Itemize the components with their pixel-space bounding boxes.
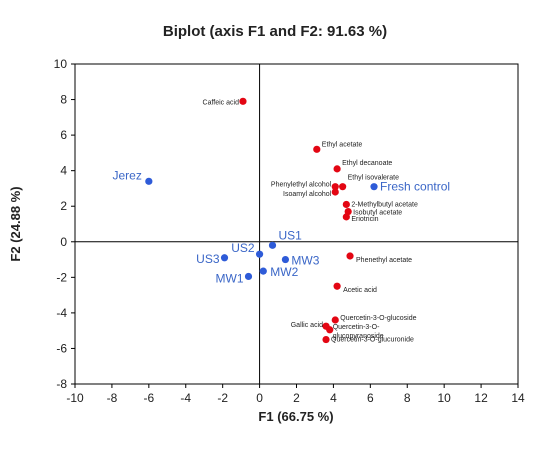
y-tick-label: 0	[60, 235, 67, 249]
variable-label: Eriotricin	[351, 216, 378, 223]
observation-point	[370, 183, 378, 191]
observation-label: MW2	[270, 265, 298, 279]
variable-label: Quercetin-3-O-glucopyranoside	[333, 324, 384, 340]
variable-point	[339, 183, 347, 191]
observation-point	[145, 177, 153, 185]
variable-point	[331, 316, 339, 324]
y-tick-label: -8	[56, 377, 67, 391]
x-tick-label: 2	[293, 391, 300, 405]
observation-point	[255, 250, 264, 258]
variable-label: Phenethyl acetate	[356, 257, 412, 264]
variable-point	[313, 145, 321, 153]
variable-label: Gallic acid	[291, 322, 323, 329]
variable-point	[346, 252, 354, 260]
variable-label: Phenylethyl alcohol	[271, 182, 332, 189]
y-tick-label: 2	[60, 199, 67, 213]
x-tick-label: 0	[256, 391, 263, 405]
x-tick-label: -2	[217, 391, 228, 405]
zero-axes	[75, 64, 518, 384]
observation-point	[244, 272, 253, 281]
variable-label: Isobutyl acetate	[353, 210, 402, 217]
variable-point	[342, 213, 350, 221]
x-tick-label: -4	[180, 391, 191, 405]
observation-label: Jerez	[112, 168, 141, 182]
variable-point	[326, 326, 334, 334]
observation-label: MW1	[216, 271, 244, 285]
x-axis-title: F1 (66.75 %)	[258, 409, 333, 424]
variable-point	[333, 282, 341, 290]
x-tick-label: -6	[143, 391, 154, 405]
observation-label: US2	[231, 241, 255, 255]
observation-label: MW3	[291, 254, 319, 268]
y-tick-label: 4	[60, 164, 67, 178]
y-axis-ticks: -8 -6 -4 -2 0 2 4 6 8 10	[54, 57, 75, 391]
y-tick-label: 10	[54, 57, 68, 71]
x-tick-label: -10	[66, 391, 84, 405]
variable-points: Caffeic acid Ethyl acetate Ethyl decanoate…	[203, 97, 418, 344]
variable-point	[331, 188, 339, 196]
variable-label: 2-Methylbutyl acetate	[351, 201, 418, 208]
observation-label: Fresh control	[380, 180, 450, 194]
variable-label: Ethyl decanoate	[342, 160, 392, 167]
x-tick-label: 8	[404, 391, 411, 405]
variable-label: Quercetin-3-O-glucuronide	[331, 337, 414, 344]
variable-label: Isoamyl alcohol	[283, 191, 332, 198]
variable-point	[239, 97, 247, 105]
variable-point	[322, 335, 330, 344]
variable-label: Caffeic acid	[203, 99, 240, 106]
observation-label: US3	[196, 252, 220, 266]
variable-point	[333, 165, 341, 173]
x-tick-label: -8	[107, 391, 118, 405]
plot-area	[74, 63, 519, 385]
variable-label: Acetic acid	[343, 287, 377, 294]
y-tick-label: 6	[60, 128, 67, 142]
x-tick-label: 10	[437, 391, 451, 405]
observation-point	[268, 241, 277, 249]
y-tick-label: 8	[60, 93, 67, 107]
x-tick-label: 12	[474, 391, 488, 405]
variable-point	[342, 200, 350, 209]
observation-label: US1	[279, 228, 303, 242]
observation-point	[281, 255, 290, 264]
variable-label: Ethyl isovalerate	[348, 175, 399, 182]
y-tick-label: -2	[56, 270, 67, 284]
x-tick-label: 4	[330, 391, 337, 405]
observation-point	[259, 267, 267, 275]
chart-title: Biplot (axis F1 and F2: 91.63 %)	[163, 23, 387, 40]
y-axis-title: F2 (24.88 %)	[8, 186, 23, 261]
x-axis-ticks: -10 -8 -6 -4 -2 0 2 4 6 8 10 12 14	[66, 384, 525, 405]
variable-point	[331, 183, 339, 191]
y-tick-label: -6	[56, 341, 67, 355]
x-tick-label: 6	[367, 391, 374, 405]
y-tick-label: -4	[56, 306, 67, 320]
x-tick-label: 14	[511, 391, 525, 405]
observation-point	[220, 254, 229, 262]
variable-label: Ethyl acetate	[322, 141, 363, 148]
variable-label: Quercetin-3-O-glucoside	[340, 315, 416, 322]
